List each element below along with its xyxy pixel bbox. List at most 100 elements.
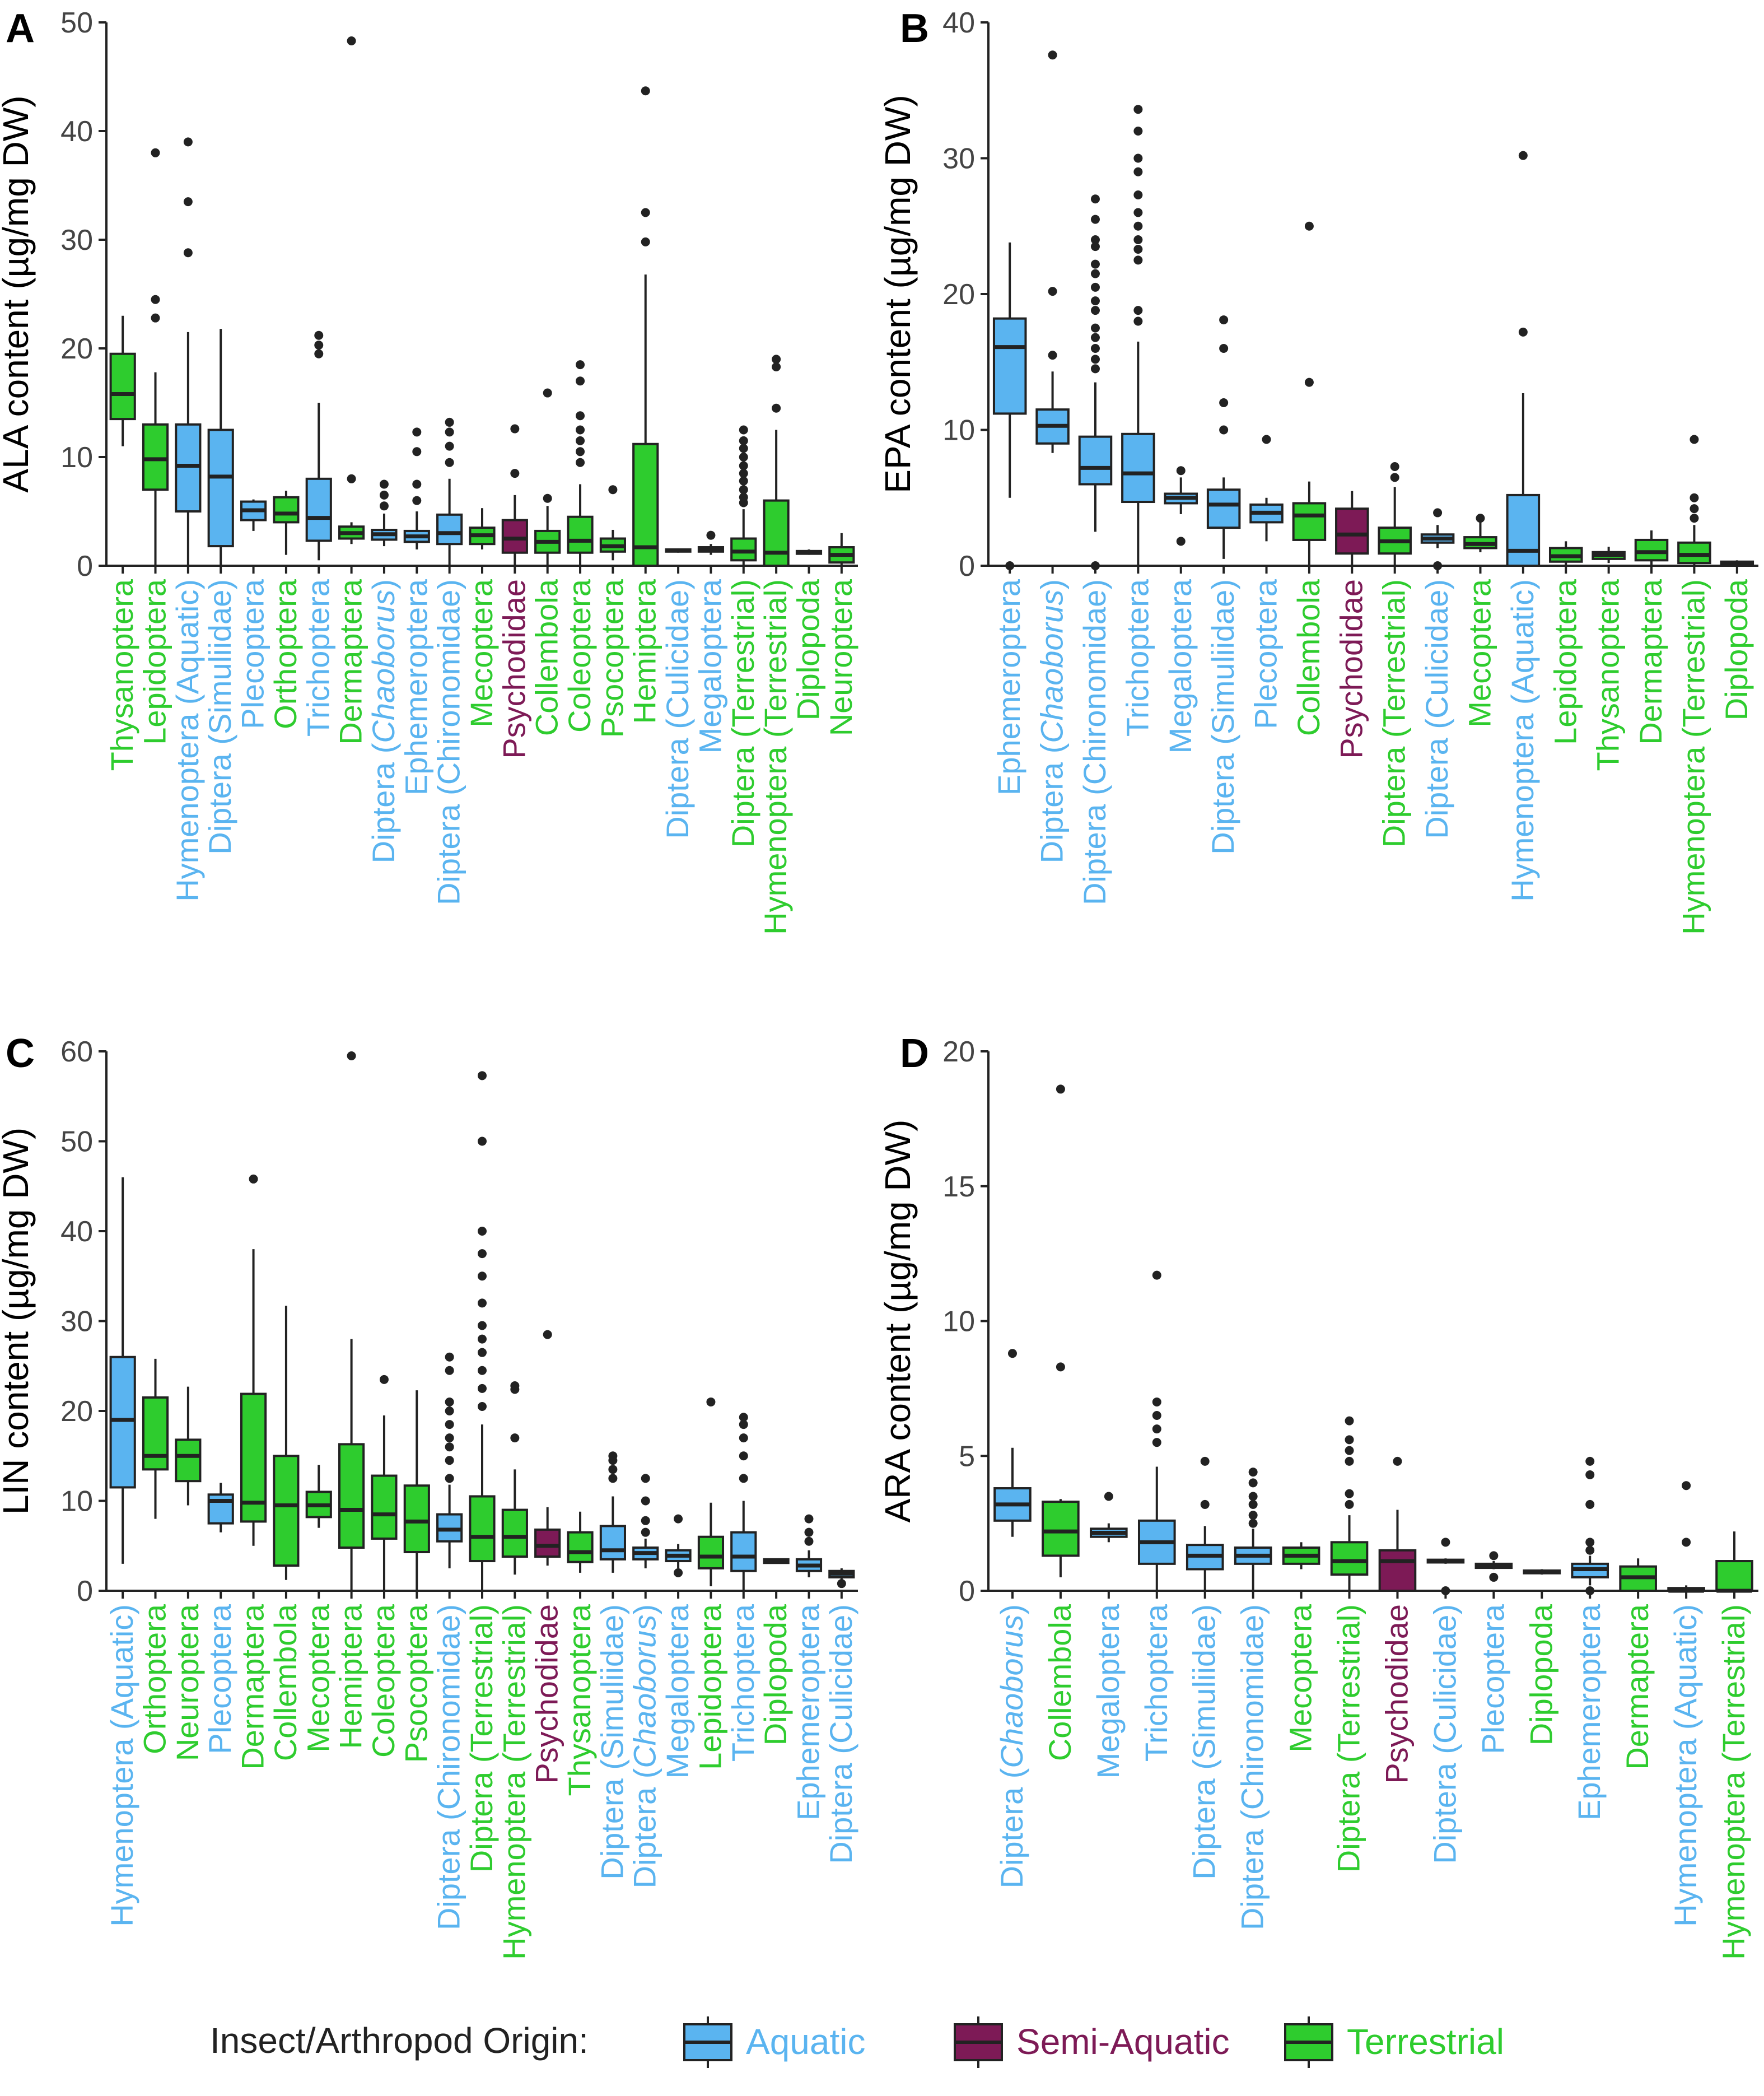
box-dermaptera: [338, 36, 365, 544]
box-trichoptera: [1137, 1270, 1176, 1591]
panel-letter: A: [6, 6, 35, 51]
x-tick-label: Hymenoptera (Terrestrial): [758, 579, 793, 935]
outlier-point: [706, 1397, 716, 1406]
x-tick-label: Megaloptera: [1090, 1604, 1126, 1778]
outlier-point: [1090, 259, 1100, 269]
outlier-point: [510, 1433, 520, 1443]
outlier-point: [674, 1568, 683, 1577]
box-iqr: [1715, 1560, 1753, 1592]
box-diptera-terrestrial: [730, 425, 757, 566]
outlier-point: [772, 355, 781, 364]
panel-b: B 0 10 20 30 40 EPA content (µg/mg DW) Ephemero…: [878, 6, 1758, 935]
outlier-point: [445, 1442, 454, 1452]
outlier-point: [1048, 287, 1057, 296]
x-tick-label: Psychodidae: [496, 579, 531, 759]
x-tick-label: Orthoptera: [268, 579, 303, 729]
outlier-point: [1090, 296, 1100, 306]
outlier-point: [739, 492, 748, 502]
outlier-point: [379, 501, 389, 511]
box-hymenoptera-terrestrial: [1677, 435, 1711, 566]
y-tick-label: 20: [942, 1036, 975, 1068]
outlier-point: [1090, 355, 1100, 364]
outlier-point: [314, 330, 324, 340]
x-tick-label: Coleoptera: [562, 579, 597, 733]
outlier-point: [478, 1321, 487, 1330]
x-tick-label: Mecoptera: [1283, 1604, 1318, 1752]
y-tick-label: 60: [60, 1036, 93, 1068]
box-diptera-culicidae: [1426, 1538, 1465, 1595]
box-iqr: [1042, 1501, 1080, 1557]
box-iqr: [1292, 502, 1327, 541]
box-diptera-chironomidae: [436, 417, 463, 566]
panel-letter: D: [900, 1031, 929, 1076]
legend-item-terrestrial: Terrestrial: [1284, 2016, 1504, 2068]
box-diptera-chaoborus: [632, 1474, 659, 1568]
box-trichoptera: [305, 330, 332, 561]
box-hymenoptera-terrestrial: [763, 355, 790, 567]
x-tick-label: Lepidoptera: [692, 1604, 727, 1770]
box-ephemeroptera: [795, 1514, 823, 1577]
outlier-point: [1090, 344, 1100, 353]
outlier-point: [478, 1271, 487, 1281]
outlier-point: [1133, 153, 1143, 163]
x-tick-label: Plecoptera: [202, 1604, 237, 1754]
outlier-point: [739, 476, 748, 486]
x-tick-label: Mecoptera: [300, 1604, 335, 1752]
x-tick-label: Psychodidae: [1333, 579, 1369, 759]
box-iqr: [175, 423, 202, 513]
y-tick-label: 50: [60, 7, 93, 39]
y-tick-label: 40: [60, 115, 93, 148]
outlier-point: [1690, 504, 1699, 514]
box-dermaptera: [1619, 1558, 1657, 1592]
box-iqr: [1634, 538, 1669, 562]
outlier-point: [1090, 235, 1100, 244]
y-axis-title: EPA content (µg/mg DW): [878, 95, 918, 493]
box-thysanoptera: [567, 1511, 594, 1573]
outlier-point: [739, 436, 748, 445]
box-hymenoptera-aquatic: [109, 1177, 136, 1564]
x-tick-label: Orthoptera: [137, 1604, 172, 1754]
outlier-point: [1133, 105, 1143, 114]
outlier-point: [510, 424, 520, 434]
outlier-point: [739, 444, 748, 453]
outlier-point: [1133, 190, 1143, 199]
x-tick-label: Collembola: [1291, 579, 1326, 736]
outlier-point: [576, 411, 585, 421]
y-tick-label: 10: [60, 441, 93, 474]
outlier-point: [1200, 1499, 1210, 1509]
outlier-point: [1133, 127, 1143, 136]
box-psychodidae: [1378, 1456, 1417, 1592]
x-tick-label: Trichoptera: [725, 1604, 760, 1762]
outlier-point: [478, 1249, 487, 1259]
outlier-point: [478, 1366, 487, 1375]
legend-item-aquatic: Aquatic: [683, 2016, 865, 2068]
x-tick-label: Ephemeroptera: [790, 1604, 825, 1820]
y-tick-label: 50: [60, 1126, 93, 1158]
outlier-point: [1090, 333, 1100, 342]
box-iqr: [1378, 1549, 1417, 1592]
outlier-point: [1090, 282, 1100, 292]
y-tick-label: 0: [77, 550, 93, 583]
box-diptera-simuliidae: [599, 1451, 626, 1573]
outlier-point: [1090, 306, 1100, 315]
x-tick-label: Trichoptera: [300, 579, 335, 737]
x-tick-label: Trichoptera: [1138, 1604, 1174, 1762]
x-tick-label: Megaloptera: [660, 1604, 695, 1778]
outlier-point: [1345, 1499, 1354, 1509]
box-orthoptera: [142, 1358, 169, 1519]
outlier-point: [445, 1352, 454, 1362]
box-diptera-culicidae: [828, 1568, 855, 1589]
x-tick-label: Diptera (Culicidae): [660, 579, 695, 839]
x-tick-label: Collembola: [529, 579, 564, 736]
box-psocoptera: [403, 1390, 430, 1591]
x-tick-label: Diptera (Terrestrial): [464, 1604, 499, 1873]
outlier-point: [739, 485, 748, 495]
y-tick-label: 30: [942, 143, 975, 175]
box-diptera-chaoborus: [371, 479, 398, 547]
panel-d: D 0 5 10 15 20 ARA content (µg/mg DW) Diptera (…: [878, 1031, 1758, 1960]
outlier-point: [804, 1514, 814, 1524]
box-iqr: [371, 1474, 398, 1540]
outlier-point: [1048, 351, 1057, 360]
outlier-point: [1682, 1538, 1691, 1547]
x-tick-label: Hymenoptera (Aquatic): [170, 579, 205, 902]
